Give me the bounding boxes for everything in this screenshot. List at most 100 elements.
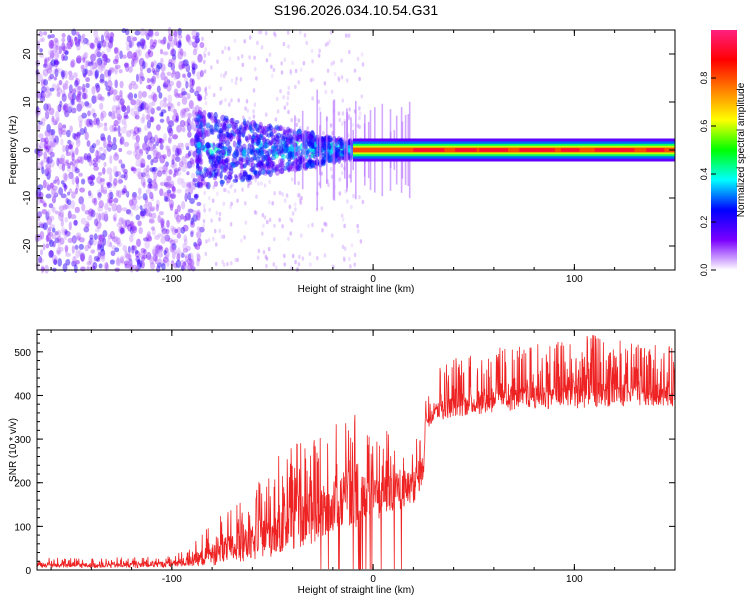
spectrogram-cell: [126, 260, 133, 266]
spectrogram-cell: [50, 151, 55, 158]
spectrogram-cell: [214, 173, 218, 179]
spectrogram-cell: [184, 76, 188, 83]
spectrogram-cell: [260, 181, 263, 186]
spectrogram-cell: [177, 93, 184, 99]
spectrogram-cell: [301, 256, 305, 261]
spectrogram-cell: [41, 37, 45, 43]
spectrogram-cell: [294, 259, 297, 265]
spectrogram-cell: [231, 182, 234, 187]
spectrogram-cell: [219, 136, 224, 143]
spectrogram-cell: [96, 257, 101, 262]
spectrogram-cell: [183, 215, 188, 222]
spectrogram-cell: [98, 65, 103, 74]
spectrogram-cell: [175, 214, 182, 223]
spectrogram-cell: [247, 181, 251, 186]
spectrogram-cell: [238, 156, 244, 161]
spectrogram-cell: [64, 184, 68, 190]
spectrogram-cell: [284, 129, 290, 138]
spectrogram-cell: [219, 158, 225, 165]
spectrogram-cell: [155, 151, 162, 160]
spectrogram-cell: [136, 195, 142, 200]
spectrogram-cell: [93, 29, 99, 39]
spectrogram-cell: [73, 219, 78, 226]
spectrogram-cell: [181, 155, 187, 165]
spectrogram-cell: [243, 39, 246, 44]
spectrogram-cell: [238, 173, 242, 180]
spectrogram-cell: [149, 206, 156, 211]
spectrogram-cell: [151, 212, 157, 219]
spectrogram-cell: [281, 154, 286, 160]
spectrogram-cell: [349, 264, 352, 269]
spectrogram-cell: [271, 137, 277, 145]
spectrogram-cell: [225, 180, 229, 186]
colorbar: 0.00.20.40.60.8 Normalized spectral ampl…: [699, 30, 747, 276]
spectrogram-cell: [166, 258, 170, 268]
spectrogram-cell: [335, 146, 341, 153]
spectrogram-cell: [141, 43, 147, 50]
spectrogram-cell: [149, 116, 154, 123]
spectrogram-cell: [126, 35, 132, 42]
spectrogram-cell: [132, 55, 139, 64]
spectrogram-cell: [131, 134, 138, 140]
spectrogram-cell: [254, 178, 257, 183]
spectrogram-cell: [203, 51, 206, 56]
spectrogram-cell: [174, 118, 179, 123]
spectrogram-cell: [147, 131, 153, 141]
spectrogram-cell: [273, 31, 276, 36]
spectrogram-cell: [229, 184, 233, 189]
spectrogram-cell: [60, 70, 66, 78]
spectrogram-cell: [191, 159, 195, 165]
spectrogram-cell: [347, 33, 350, 39]
spectrogram-cell: [328, 39, 332, 44]
spectrogram-cell: [159, 188, 164, 197]
spectrogram-cell: [57, 68, 64, 74]
spectrogram-cell: [253, 174, 260, 180]
spectrogram-cell: [237, 172, 241, 177]
spectrogram-cell: [151, 196, 155, 202]
spectrogram-cell: [171, 250, 176, 260]
spectrogram-cell: [75, 184, 79, 191]
spectrogram-cell: [133, 103, 140, 111]
spectrogram-cell: [221, 158, 226, 166]
spectrogram-cell: [102, 237, 107, 247]
spectrogram-cell: [111, 123, 117, 133]
spectrogram-cell: [257, 30, 261, 35]
spectrogram-cell: [213, 111, 218, 120]
spectrogram-cell: [271, 73, 274, 78]
spectrogram-cell: [157, 233, 163, 238]
spectrogram-cell: [85, 77, 91, 83]
spectrogram-cell: [49, 87, 55, 92]
spectrogram-cell: [77, 115, 84, 123]
spectrogram-cell: [334, 138, 339, 147]
spectrogram-cell: [62, 183, 67, 188]
spectrogram-cell: [164, 234, 171, 242]
spectrogram-cell: [237, 132, 242, 140]
spectrogram-cell: [40, 90, 46, 99]
spectrogram-cell: [87, 176, 93, 181]
spectrogram-cell: [106, 198, 111, 204]
spectrogram-cell: [195, 32, 200, 37]
spectrogram-cell: [36, 200, 41, 205]
spectrogram-cell: [139, 103, 143, 112]
spectrogram-cell: [67, 102, 73, 111]
spectrogram-cell: [53, 76, 57, 81]
spectrogram-cell: [123, 171, 128, 181]
spectrogram-cell: [286, 128, 292, 136]
spectrogram-cell: [121, 207, 128, 212]
spectrogram-cell: [130, 203, 136, 210]
spectrogram-cell: [219, 179, 226, 185]
spectrogram-cell: [217, 158, 221, 165]
spectrogram-cell: [275, 139, 280, 144]
spectrogram-cell: [172, 70, 176, 75]
spectrogram-cell: [39, 37, 44, 43]
spectrogram-cell: [189, 88, 195, 94]
spectrogram-cell: [170, 158, 175, 168]
spectrogram-cell: [278, 126, 284, 132]
spectrogram-cell: [257, 170, 262, 177]
spectrogram-cell: [76, 90, 81, 98]
spectrogram-cell: [228, 165, 234, 171]
spectrogram-cell: [239, 175, 246, 183]
spectrogram-cell: [342, 256, 346, 261]
spectrogram-cell: [135, 158, 141, 167]
